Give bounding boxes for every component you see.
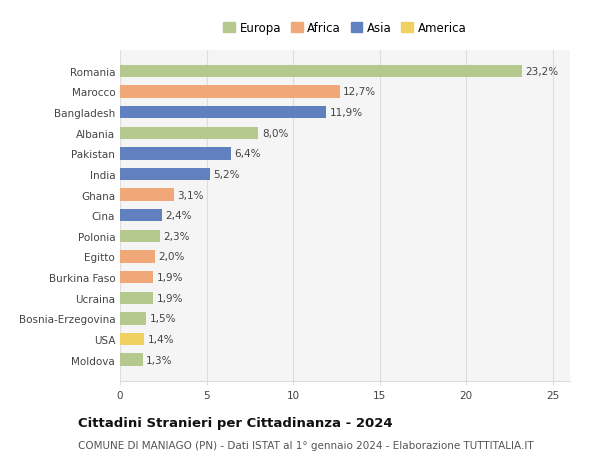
Text: 1,9%: 1,9% [157,273,183,282]
Text: 6,4%: 6,4% [234,149,261,159]
Bar [120,353,143,366]
Bar [120,106,326,119]
Bar [120,292,153,304]
Text: COMUNE DI MANIAGO (PN) - Dati ISTAT al 1° gennaio 2024 - Elaborazione TUTTITALIA: COMUNE DI MANIAGO (PN) - Dati ISTAT al 1… [78,440,533,450]
Text: 1,4%: 1,4% [148,334,174,344]
Text: 23,2%: 23,2% [525,67,558,77]
Text: 2,3%: 2,3% [163,231,190,241]
Bar [120,251,155,263]
Text: 1,9%: 1,9% [157,293,183,303]
Bar [120,210,161,222]
Text: 1,5%: 1,5% [149,313,176,324]
Bar [120,333,144,345]
Bar [120,86,340,98]
Bar [120,189,173,202]
Text: Cittadini Stranieri per Cittadinanza - 2024: Cittadini Stranieri per Cittadinanza - 2… [78,416,392,429]
Text: 5,2%: 5,2% [214,169,240,179]
Bar [120,168,210,181]
Bar [120,148,231,160]
Text: 2,0%: 2,0% [158,252,184,262]
Text: 2,4%: 2,4% [165,211,191,221]
Bar [120,230,160,242]
Bar [120,127,259,140]
Bar [120,313,146,325]
Bar [120,271,153,284]
Bar [120,66,521,78]
Text: 3,1%: 3,1% [177,190,203,200]
Text: 11,9%: 11,9% [329,108,362,118]
Text: 1,3%: 1,3% [146,355,172,365]
Legend: Europa, Africa, Asia, America: Europa, Africa, Asia, America [221,20,469,38]
Text: 8,0%: 8,0% [262,129,288,139]
Text: 12,7%: 12,7% [343,87,376,97]
